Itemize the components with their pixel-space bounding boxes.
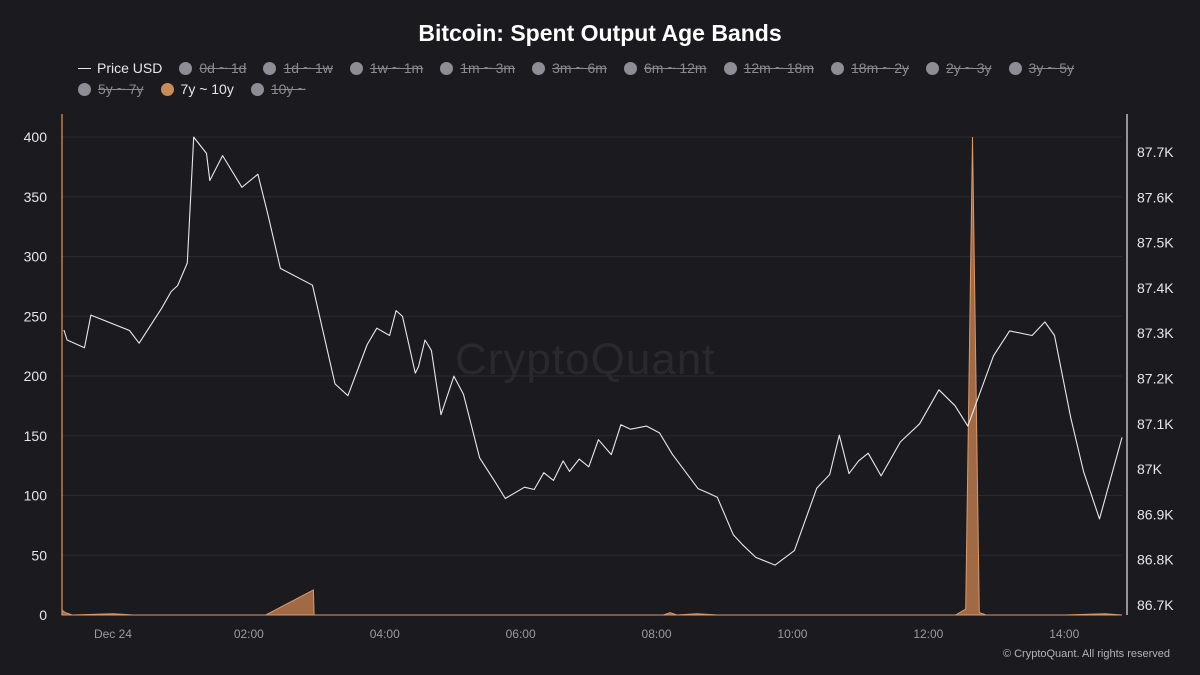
- legend-label: 18m ~ 2y: [851, 60, 909, 76]
- chart-title: Bitcoin: Spent Output Age Bands: [418, 20, 782, 46]
- legend-item[interactable]: 10y ~: [250, 81, 306, 97]
- y-right-tick-label: 87.1K: [1137, 416, 1174, 432]
- legend: Price USD 0d ~ 1d 1d ~ 1w 1w ~ 1m 1m ~ 3m 3m …: [78, 58, 1158, 100]
- legend-label: 3y ~ 5y: [1028, 60, 1075, 76]
- y-left-tick-label: 350: [24, 189, 48, 205]
- legend-label: Price USD: [97, 60, 163, 76]
- y-right-tick-label: 87K: [1137, 461, 1163, 477]
- legend-row: Price USD 0d ~ 1d 1d ~ 1w 1w ~ 1m 1m ~ 3m 3m …: [78, 58, 1158, 78]
- legend-dot-marker: [440, 61, 454, 75]
- legend-dot-marker: [250, 82, 264, 96]
- legend-label: 1m ~ 3m: [460, 60, 516, 76]
- y-left-tick-label: 150: [24, 428, 48, 444]
- legend-item[interactable]: 2y ~ 3y: [926, 60, 992, 76]
- x-tick-label: 02:00: [234, 627, 264, 641]
- legend-item[interactable]: 1w ~ 1m: [349, 60, 424, 76]
- y-right-tick-label: 87.2K: [1137, 371, 1174, 387]
- y-left-tick-label: 200: [24, 368, 48, 384]
- y-left-tick-label: 300: [24, 249, 48, 265]
- legend-dot-marker: [263, 61, 277, 75]
- y-right-tick-label: 86.7K: [1137, 597, 1174, 613]
- legend-item[interactable]: 3m ~ 6m: [532, 60, 607, 76]
- legend-dot-marker: [1008, 61, 1022, 75]
- y-right-tick-label: 86.9K: [1137, 506, 1174, 522]
- x-tick-label: 12:00: [913, 627, 943, 641]
- legend-dot-marker: [532, 61, 546, 75]
- legend-item[interactable]: 18m ~ 2y: [831, 60, 909, 76]
- y-left-tick-label: 0: [39, 607, 47, 623]
- y-left-tick-label: 250: [24, 308, 48, 324]
- legend-label: 6m ~ 12m: [643, 60, 707, 76]
- x-tick-label: 10:00: [777, 627, 807, 641]
- legend-label: 10y ~: [270, 81, 306, 97]
- x-tick-label: 06:00: [506, 627, 536, 641]
- legend-item[interactable]: Price USD: [78, 60, 162, 76]
- x-tick-label: Dec 24: [94, 627, 132, 641]
- legend-label: 0d ~ 1d: [199, 60, 247, 76]
- legend-dot-marker: [160, 82, 174, 96]
- y-right-tick-label: 87.4K: [1137, 280, 1174, 296]
- legend-item[interactable]: 6m ~ 12m: [623, 60, 707, 76]
- legend-line-marker: [78, 67, 91, 69]
- legend-dot-marker: [831, 61, 845, 75]
- y-left-tick-label: 400: [24, 129, 48, 145]
- legend-label: 12m ~ 18m: [743, 60, 815, 76]
- legend-row: 5y ~ 7y 7y ~ 10y 10y ~: [78, 79, 1158, 99]
- legend-item[interactable]: 0d ~ 1d: [179, 60, 246, 76]
- legend-item[interactable]: 3y ~ 5y: [1008, 60, 1075, 76]
- y-right-tick-label: 87.7K: [1137, 144, 1174, 160]
- y-right-tick-label: 86.8K: [1137, 552, 1174, 568]
- legend-item[interactable]: 12m ~ 18m: [723, 60, 815, 76]
- x-tick-label: 08:00: [642, 627, 672, 641]
- y-right-tick-label: 87.3K: [1137, 325, 1174, 341]
- legend-label: 5y ~ 7y: [98, 81, 144, 97]
- legend-dot-marker: [179, 61, 193, 75]
- legend-item[interactable]: 1d ~ 1w: [263, 60, 333, 76]
- y-left-tick-label: 100: [24, 488, 48, 504]
- legend-item[interactable]: 7y ~ 10y: [160, 81, 234, 97]
- x-tick-label: 14:00: [1049, 627, 1079, 641]
- legend-label: 2y ~ 3y: [946, 60, 992, 76]
- copyright-text: © CryptoQuant. All rights reserved: [1002, 648, 1170, 660]
- legend-label: 3m ~ 6m: [552, 60, 607, 76]
- legend-item[interactable]: 5y ~ 7y: [78, 81, 144, 97]
- legend-dot-marker: [623, 61, 637, 75]
- y-right-tick-label: 87.6K: [1137, 189, 1174, 205]
- legend-dot-marker: [723, 61, 737, 75]
- series-area-7y-10y: [61, 136, 1123, 616]
- legend-label: 1d ~ 1w: [283, 60, 333, 76]
- legend-dot-marker: [78, 82, 91, 96]
- legend-label: 7y ~ 10y: [180, 81, 234, 97]
- legend-label: 1w ~ 1m: [369, 60, 424, 76]
- series-line-price-usd: [63, 136, 1123, 566]
- legend-item[interactable]: 1m ~ 3m: [440, 60, 515, 76]
- y-left-tick-label: 50: [31, 547, 47, 563]
- legend-dot-marker: [926, 61, 939, 75]
- x-tick-label: 04:00: [370, 627, 400, 641]
- y-right-tick-label: 87.5K: [1137, 235, 1174, 251]
- legend-dot-marker: [349, 61, 363, 75]
